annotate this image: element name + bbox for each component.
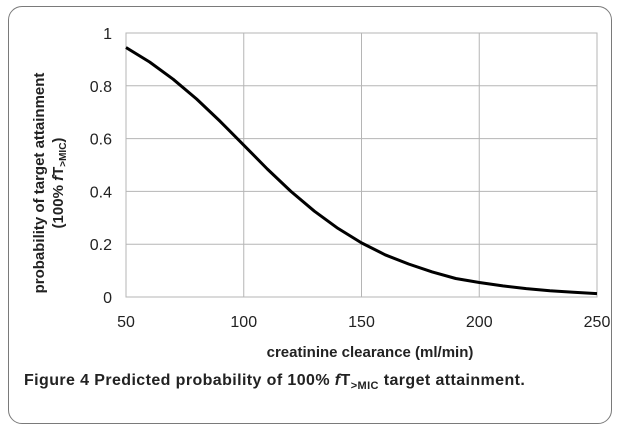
y-axis-label-line2: (100% fT>MIC) (50, 138, 69, 229)
y-axis-ticks: 0 0.2 0.4 0.6 0.8 1 (90, 26, 112, 307)
y-axis-label: probability of target attainment (100% f… (31, 73, 69, 294)
line-chart: 0 0.2 0.4 0.6 0.8 1 50 100 150 200 250 creatinine… (31, 26, 610, 361)
figure-frame (8, 6, 612, 424)
x-tick-label: 200 (466, 314, 493, 331)
x-axis-label: creatinine clearance (ml/min) (267, 344, 474, 361)
x-tick-label: 150 (348, 314, 375, 331)
plot-area-border (125, 32, 598, 298)
caption-text: Predicted probability of 100% fT>MIC tar… (94, 372, 521, 393)
y-tick-label: 0.8 (90, 79, 112, 96)
x-tick-label: 100 (230, 314, 257, 331)
series-line (125, 46, 598, 296)
chart-grid (125, 32, 598, 298)
y-tick-label: 0.4 (90, 184, 112, 201)
x-tick-label: 50 (117, 314, 135, 331)
y-tick-label: 1 (103, 26, 112, 43)
y-tick-label: 0.6 (90, 132, 112, 149)
y-axis-label-line1: probability of target attainment (31, 73, 48, 294)
figure-label: Figure 4 (24, 372, 90, 389)
figure-caption: Figure 4 Predicted probability of 100% f… (24, 372, 526, 393)
x-axis-ticks: 50 100 150 200 250 (117, 314, 610, 331)
x-tick-label: 250 (584, 314, 611, 331)
y-tick-label: 0.2 (90, 237, 112, 254)
y-tick-label: 0 (103, 290, 112, 307)
